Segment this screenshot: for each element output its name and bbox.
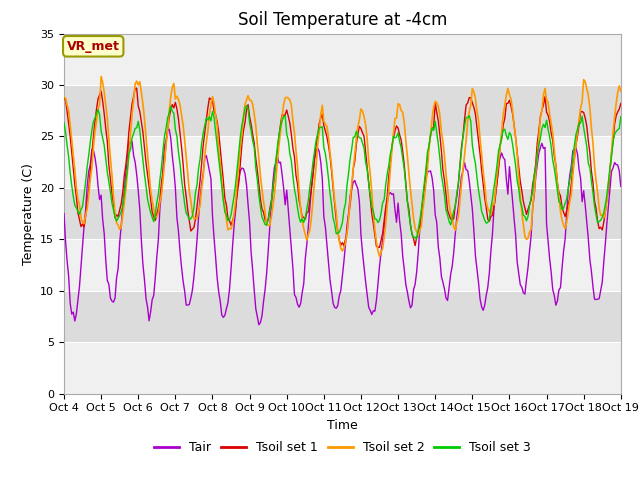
- Bar: [64, 188, 621, 240]
- Tsoil set 3: [552, 176, 559, 182]
- Line: Tsoil set 1: Tsoil set 1: [64, 88, 621, 248]
- Tsoil set 2: [399, 109, 406, 115]
- Tsoil set 2: [60, 95, 68, 100]
- Tsoil set 1: [617, 101, 625, 107]
- Tsoil set 3: [60, 120, 68, 126]
- Bar: [64, 85, 621, 136]
- Tair: [552, 302, 559, 308]
- Tsoil set 3: [397, 145, 405, 151]
- Tair: [165, 126, 173, 132]
- Bar: [64, 342, 621, 394]
- Tsoil set 2: [380, 234, 388, 240]
- Tsoil set 2: [165, 109, 173, 115]
- Tsoil set 2: [617, 88, 625, 94]
- Bar: [64, 240, 621, 291]
- Y-axis label: Temperature (C): Temperature (C): [22, 163, 35, 264]
- Tair: [380, 225, 388, 231]
- Bar: [64, 136, 621, 188]
- Tsoil set 3: [164, 115, 172, 120]
- Tsoil set 2: [552, 165, 559, 171]
- Tair: [412, 282, 419, 288]
- X-axis label: Time: Time: [327, 419, 358, 432]
- Tair: [76, 284, 83, 289]
- Tsoil set 2: [76, 202, 83, 207]
- Tsoil set 3: [413, 236, 420, 242]
- Tair: [60, 211, 68, 216]
- Tsoil set 1: [76, 216, 83, 222]
- Tsoil set 2: [97, 73, 105, 79]
- Tair: [255, 322, 263, 328]
- Tsoil set 3: [617, 114, 625, 120]
- Bar: [64, 34, 621, 85]
- Tair: [617, 183, 625, 189]
- Tsoil set 1: [552, 162, 559, 168]
- Line: Tair: Tair: [64, 129, 621, 325]
- Tsoil set 2: [376, 253, 383, 259]
- Text: VR_met: VR_met: [67, 40, 120, 53]
- Tsoil set 1: [380, 218, 388, 224]
- Title: Soil Temperature at -4cm: Soil Temperature at -4cm: [237, 11, 447, 29]
- Tair: [399, 253, 406, 259]
- Tsoil set 3: [379, 200, 387, 206]
- Tsoil set 3: [76, 211, 83, 217]
- Tsoil set 1: [60, 95, 68, 101]
- Legend: Tair, Tsoil set 1, Tsoil set 2, Tsoil set 3: Tair, Tsoil set 1, Tsoil set 2, Tsoil se…: [148, 436, 536, 459]
- Tsoil set 1: [165, 115, 173, 120]
- Tsoil set 1: [399, 148, 406, 154]
- Tsoil set 3: [243, 103, 250, 108]
- Tsoil set 3: [410, 235, 417, 240]
- Tsoil set 1: [412, 243, 419, 249]
- Line: Tsoil set 3: Tsoil set 3: [64, 106, 621, 239]
- Tsoil set 2: [412, 225, 419, 231]
- Tair: [164, 128, 172, 133]
- Line: Tsoil set 2: Tsoil set 2: [64, 76, 621, 256]
- Tsoil set 1: [133, 85, 141, 91]
- Tsoil set 1: [376, 245, 383, 251]
- Bar: [64, 291, 621, 342]
